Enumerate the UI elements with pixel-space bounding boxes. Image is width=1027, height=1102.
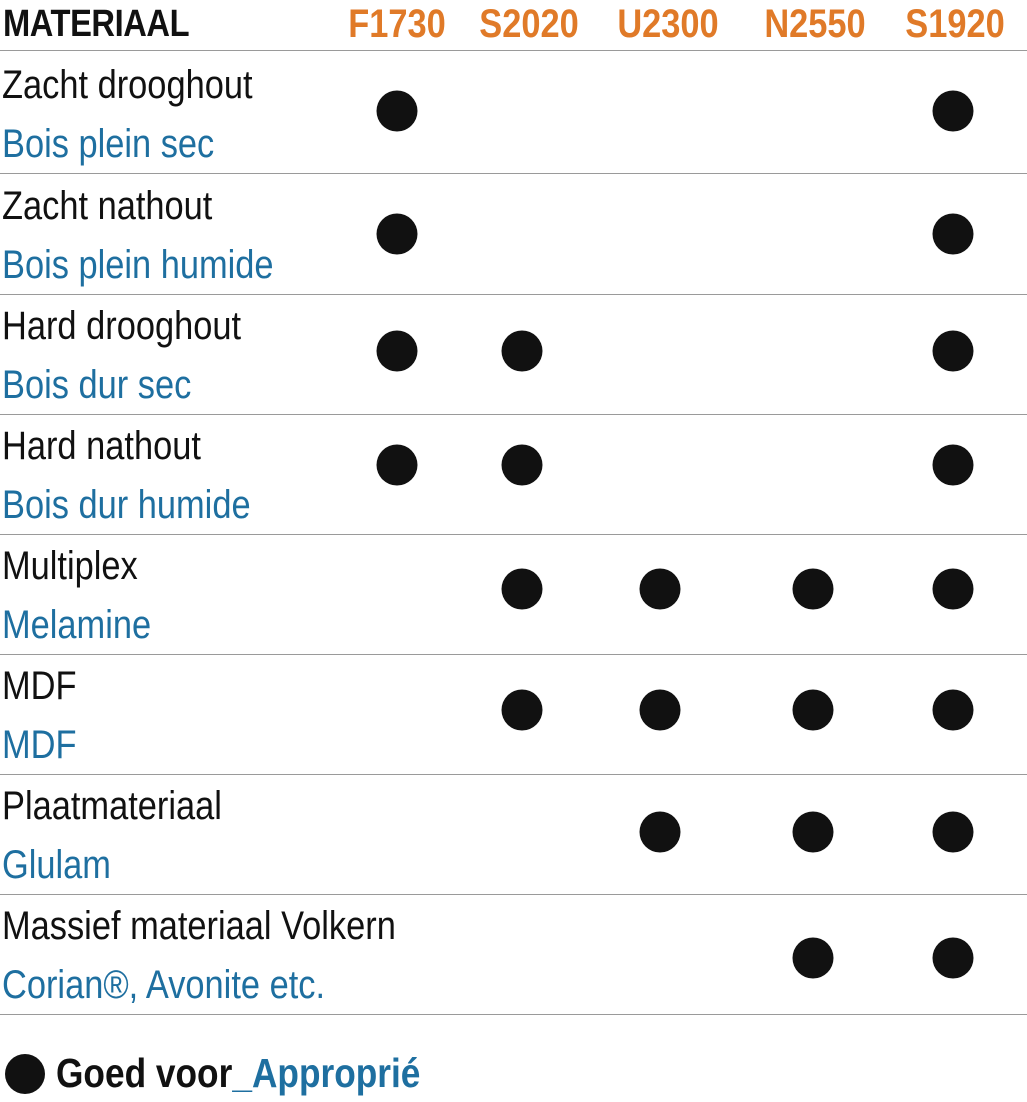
suitable-dot-icon — [932, 213, 974, 255]
material-name-fr: Bois plein humide — [2, 243, 274, 287]
suitable-dot-icon — [932, 937, 974, 979]
table-header: MATERIAAL F1730 S2020 U2300 N2550 S1920 — [0, 0, 1027, 51]
material-name-fr: MDF — [2, 723, 77, 767]
suitable-dot-icon — [376, 330, 418, 372]
suitable-dot-icon — [5, 1054, 45, 1094]
table-row: Hard nathout Bois dur humide — [0, 414, 1027, 535]
suitable-dot-icon — [792, 689, 834, 731]
suitable-dot-icon — [932, 811, 974, 853]
table-row: Hard drooghout Bois dur sec — [0, 294, 1027, 415]
table-row: Zacht nathout Bois plein humide — [0, 174, 1027, 295]
product-code-header: F1730 — [348, 2, 446, 46]
product-code-header: S1920 — [905, 2, 1005, 46]
product-code-header: U2300 — [617, 2, 719, 46]
material-name-nl: Multiplex — [2, 544, 138, 588]
legend-label-fr: Approprié — [251, 1050, 421, 1096]
material-name-fr: Bois plein sec — [2, 122, 215, 166]
material-name-fr: Bois dur humide — [2, 483, 251, 527]
suitable-dot-icon — [501, 330, 543, 372]
suitable-dot-icon — [932, 689, 974, 731]
material-name-nl: Zacht nathout — [2, 184, 213, 228]
suitable-dot-icon — [376, 90, 418, 132]
legend-label-nl: Goed voor — [56, 1050, 233, 1096]
material-name-nl: MDF — [2, 664, 77, 708]
legend-label: Goed voor_Approprié — [56, 1049, 420, 1097]
suitable-dot-icon — [639, 689, 681, 731]
legend: Goed voor_Approprié — [0, 1046, 1027, 1102]
material-name-nl: Plaatmateriaal — [2, 784, 222, 828]
suitable-dot-icon — [932, 330, 974, 372]
table-row: Plaatmateriaal Glulam — [0, 774, 1027, 895]
product-code-header: S2020 — [479, 2, 579, 46]
material-name-fr: Melamine — [2, 603, 152, 647]
material-name-nl: Zacht drooghout — [2, 63, 253, 107]
suitable-dot-icon — [932, 444, 974, 486]
legend-separator: _ — [232, 1050, 252, 1096]
suitable-dot-icon — [501, 444, 543, 486]
suitable-dot-icon — [639, 568, 681, 610]
suitable-dot-icon — [501, 689, 543, 731]
suitable-dot-icon — [792, 568, 834, 610]
suitable-dot-icon — [792, 937, 834, 979]
suitable-dot-icon — [792, 811, 834, 853]
material-name-nl: Hard drooghout — [2, 304, 242, 348]
suitable-dot-icon — [501, 568, 543, 610]
suitable-dot-icon — [932, 568, 974, 610]
product-code-header: N2550 — [764, 2, 866, 46]
material-name-nl: Massief materiaal Volkern — [2, 904, 396, 948]
table-row: Multiplex Melamine — [0, 534, 1027, 655]
suitable-dot-icon — [376, 213, 418, 255]
suitable-dot-icon — [376, 444, 418, 486]
table-row: Zacht drooghout Bois plein sec — [0, 53, 1027, 174]
material-name-fr: Bois dur sec — [2, 363, 192, 407]
material-name-fr: Corian®, Avonite etc. — [2, 963, 326, 1007]
material-column-header: MATERIAAL — [3, 3, 190, 45]
table-row: MDF MDF — [0, 654, 1027, 775]
material-name-nl: Hard nathout — [2, 424, 201, 468]
suitable-dot-icon — [932, 90, 974, 132]
material-name-fr: Glulam — [2, 843, 111, 887]
suitable-dot-icon — [639, 811, 681, 853]
table-row: Massief materiaal Volkern Corian®, Avoni… — [0, 894, 1027, 1015]
